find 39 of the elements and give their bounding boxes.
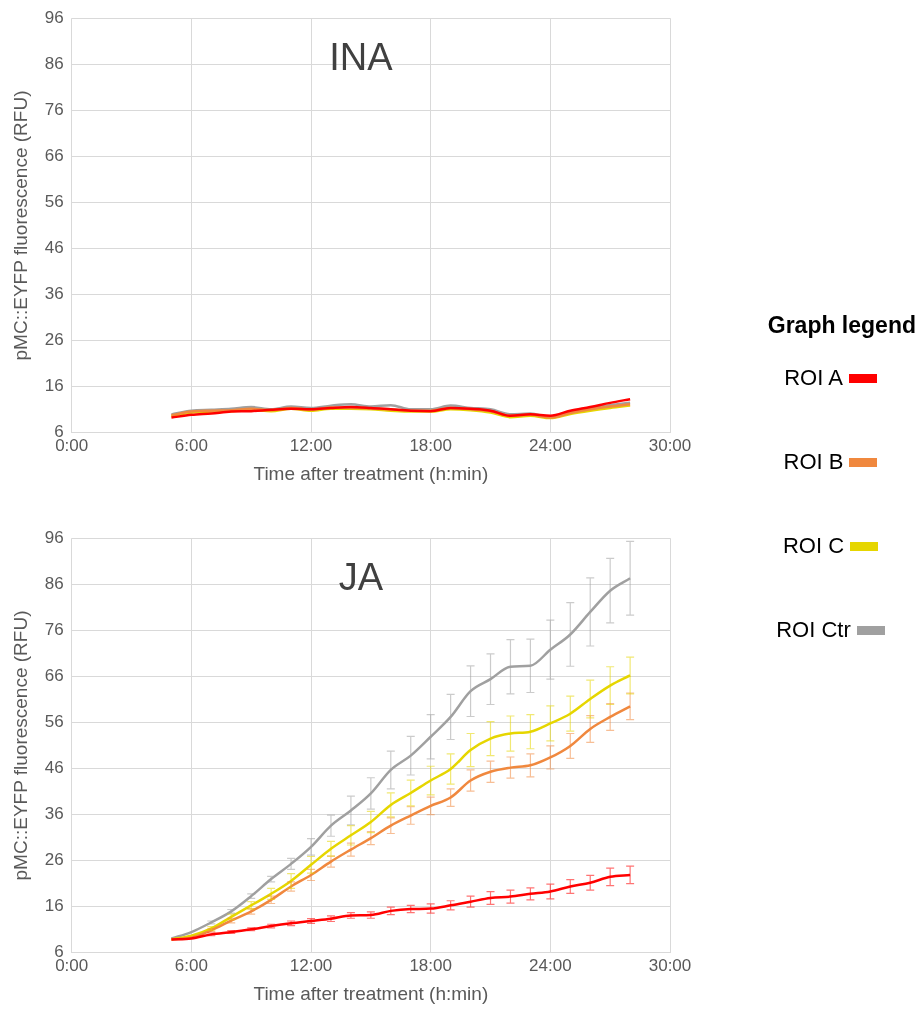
y-tick-label: 66 — [44, 146, 64, 166]
legend-label: ROI A — [784, 365, 843, 390]
x-tick-label: 12:00 — [289, 435, 333, 455]
y-tick-label: 86 — [44, 53, 64, 73]
y-tick-label: 26 — [44, 850, 64, 870]
legend-label: ROI B — [783, 449, 844, 474]
x-tick-label: 24:00 — [529, 435, 572, 455]
y-tick-label: 66 — [44, 666, 64, 686]
x-tick-label: 6:00 — [174, 435, 208, 455]
x-tick-label: 6:00 — [174, 955, 208, 975]
y-tick-label: 36 — [44, 804, 64, 824]
y-tick-label: 36 — [44, 284, 64, 304]
y-tick-label: 16 — [44, 896, 64, 916]
y-tick-label: 26 — [44, 330, 64, 350]
y-axis-title: pMC::EYFP fluorescence (RFU) — [9, 90, 31, 361]
y-tick-label: 46 — [44, 758, 64, 778]
x-axis-title: Time after treatment (h:min) — [253, 462, 489, 484]
y-tick-label: 96 — [44, 7, 64, 27]
y-tick-label: 96 — [44, 527, 64, 547]
legend-label: ROI C — [782, 533, 845, 558]
y-tick-label: 86 — [44, 573, 64, 593]
x-tick-label: 30:00 — [648, 435, 692, 455]
x-tick-label: 18:00 — [409, 435, 452, 455]
text: JA — [338, 555, 384, 598]
y-tick-label: 16 — [44, 376, 64, 396]
x-tick-label: 24:00 — [529, 955, 572, 975]
text: INA — [329, 35, 394, 78]
x-tick-label: 18:00 — [409, 955, 452, 975]
y-axis-title: pMC::EYFP fluorescence (RFU) — [9, 610, 31, 881]
y-tick-label: 76 — [44, 100, 64, 120]
legend-label: ROI Ctr — [776, 617, 851, 642]
x-tick-label: 30:00 — [648, 955, 692, 975]
y-tick-label: 56 — [44, 192, 64, 212]
x-tick-label: 12:00 — [289, 955, 333, 975]
y-tick-label: 56 — [44, 712, 64, 732]
legend-title: Graph legend — [766, 312, 916, 339]
x-axis-title: Time after treatment (h:min) — [253, 982, 489, 1004]
y-tick-label: 46 — [44, 238, 64, 258]
y-tick-label: 76 — [44, 620, 64, 640]
